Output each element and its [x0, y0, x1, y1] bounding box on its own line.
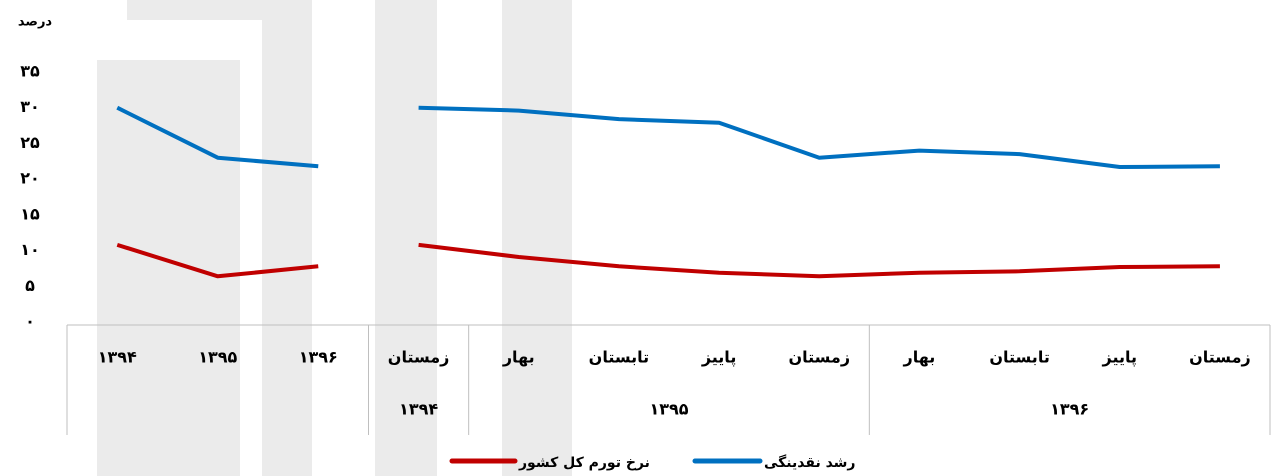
group-label: ۱۳۹۵	[649, 400, 688, 419]
legend-label: رشد نقدینگی	[764, 454, 856, 471]
legend-label: نرخ تورم کل کشور	[518, 455, 650, 471]
y-axis-label: درصد	[18, 15, 53, 30]
series-line	[116, 105, 319, 169]
x-tick-label: زمستان	[788, 348, 850, 367]
x-tick-label: بهار	[502, 348, 535, 367]
series-line	[418, 105, 1220, 169]
background-stripes	[97, 0, 572, 476]
x-tick-label: پاییز	[701, 348, 737, 368]
y-tick-label: ۵	[25, 276, 35, 295]
series-line	[418, 242, 1220, 279]
y-tick-label: ۲۰	[20, 169, 40, 188]
y-tick-label: ۱۰	[20, 240, 40, 259]
y-tick-label: ۳۵	[20, 62, 40, 81]
x-tick-label: ۱۳۹۴	[98, 348, 137, 367]
x-tick-label: زمستان	[1189, 348, 1251, 367]
group-label: ۱۳۹۶	[1050, 400, 1089, 419]
x-tick-label: زمستان	[388, 348, 450, 367]
x-tick-label: تابستان	[589, 348, 650, 367]
x-tick-label: ۱۳۹۶	[299, 348, 338, 367]
y-tick-label: ۲۵	[20, 133, 40, 152]
x-tick-label: پاییز	[1101, 348, 1137, 368]
x-tick-label: تابستان	[989, 348, 1050, 367]
series-line	[116, 242, 319, 279]
y-tick-label: ۱۵	[20, 204, 40, 223]
x-tick-label: بهار	[903, 348, 936, 367]
group-label: ۱۳۹۴	[399, 400, 438, 419]
y-tick-label: ۰	[25, 312, 35, 331]
y-tick-label: ۳۰	[20, 97, 40, 116]
x-tick-label: ۱۳۹۵	[198, 348, 237, 367]
